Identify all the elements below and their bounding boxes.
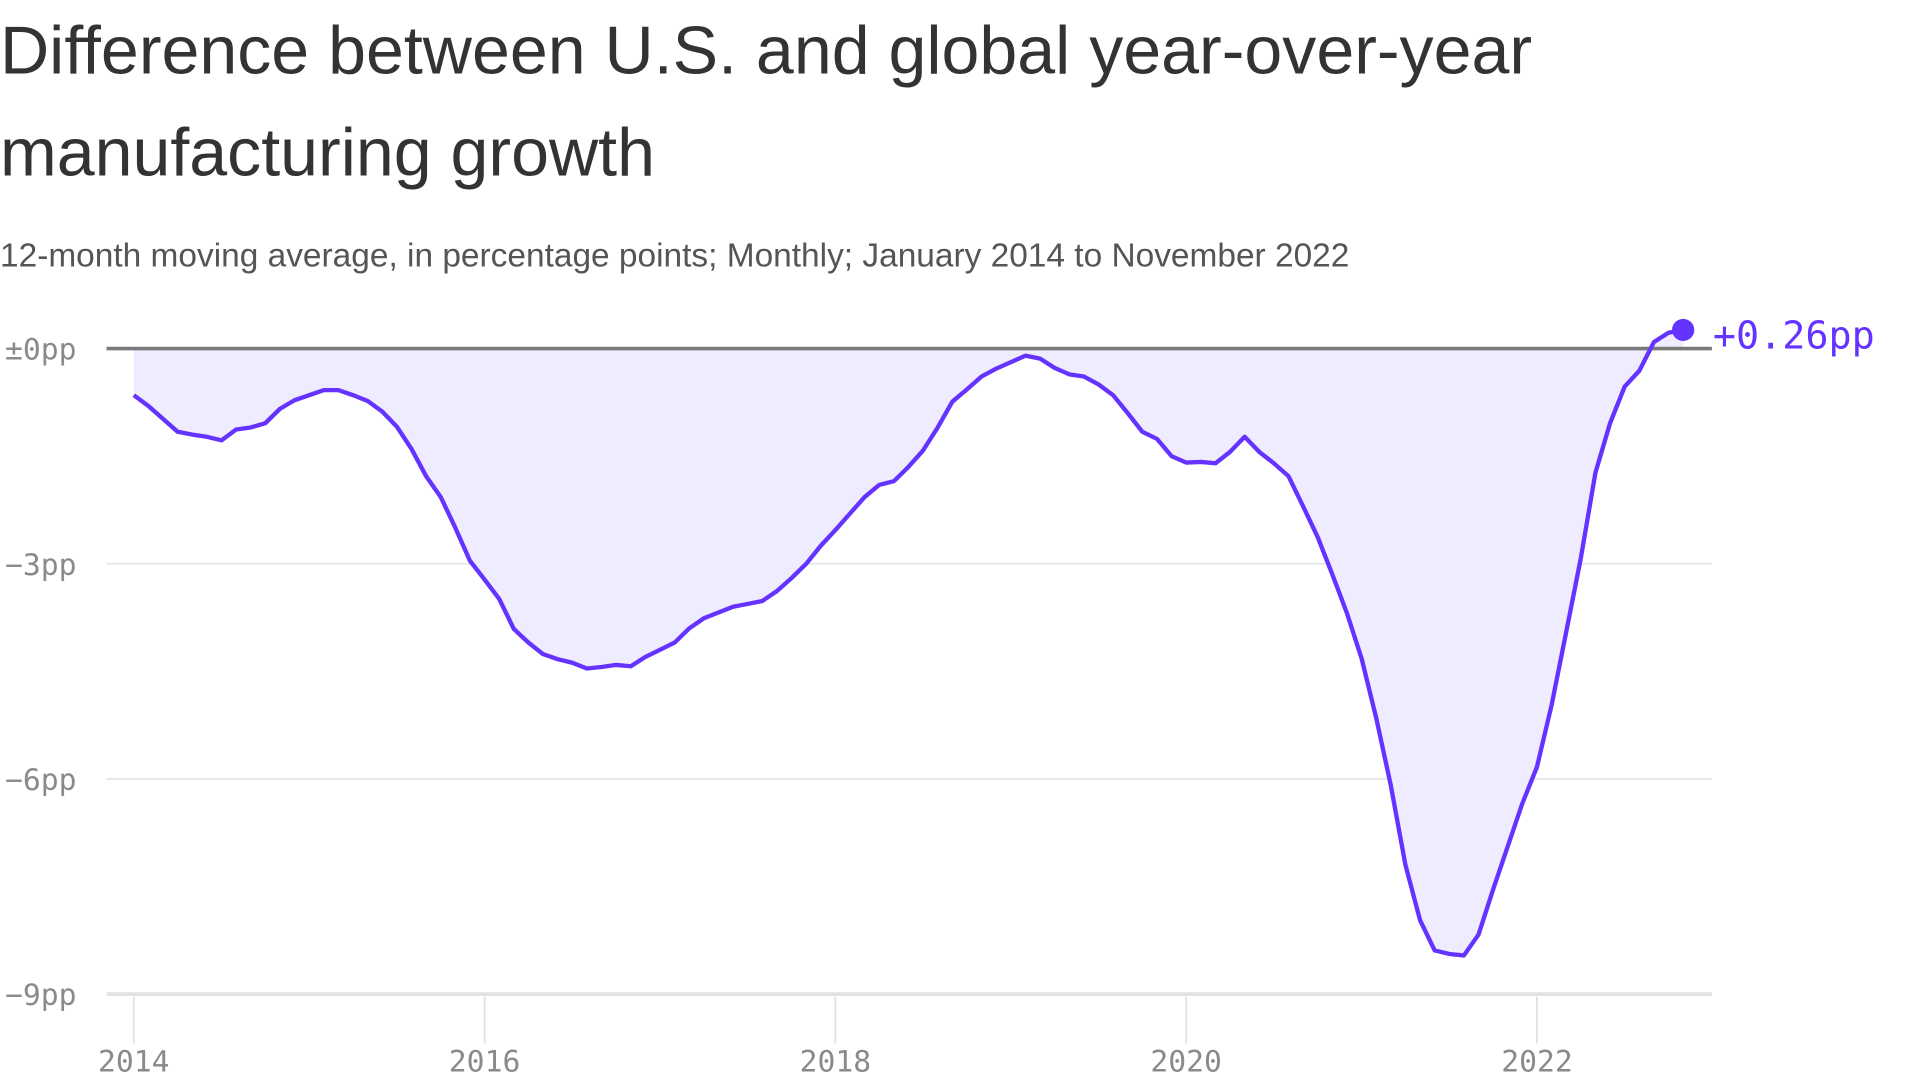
chart-subtitle: 12-month moving average, in percentage p… [0,237,1349,274]
chart-title-line-1: Difference between U.S. and global year-… [0,14,1532,89]
y-tick-label: −6pp [5,763,77,797]
x-tick-label: 2018 [800,1045,872,1079]
x-tick-label: 2014 [98,1045,170,1079]
x-tick-label: 2020 [1150,1045,1222,1079]
x-tick-label: 2016 [449,1045,521,1079]
y-tick-label: −3pp [5,548,77,582]
chart-title-line-2: manufacturing growth [0,116,655,191]
series-area [133,329,1684,956]
series-line [132,327,1684,958]
end-value-label: +0.26pp [1713,314,1875,358]
x-axis: 2014 2016 2018 2020 2022 [98,1045,1573,1079]
y-tick-label: ±0pp [5,333,77,367]
x-tick-label: 2022 [1501,1045,1573,1079]
end-point-marker [1672,318,1695,341]
y-tick-label: −9pp [5,978,77,1012]
y-axis: ±0pp −3pp −6pp −9pp [5,333,77,1012]
